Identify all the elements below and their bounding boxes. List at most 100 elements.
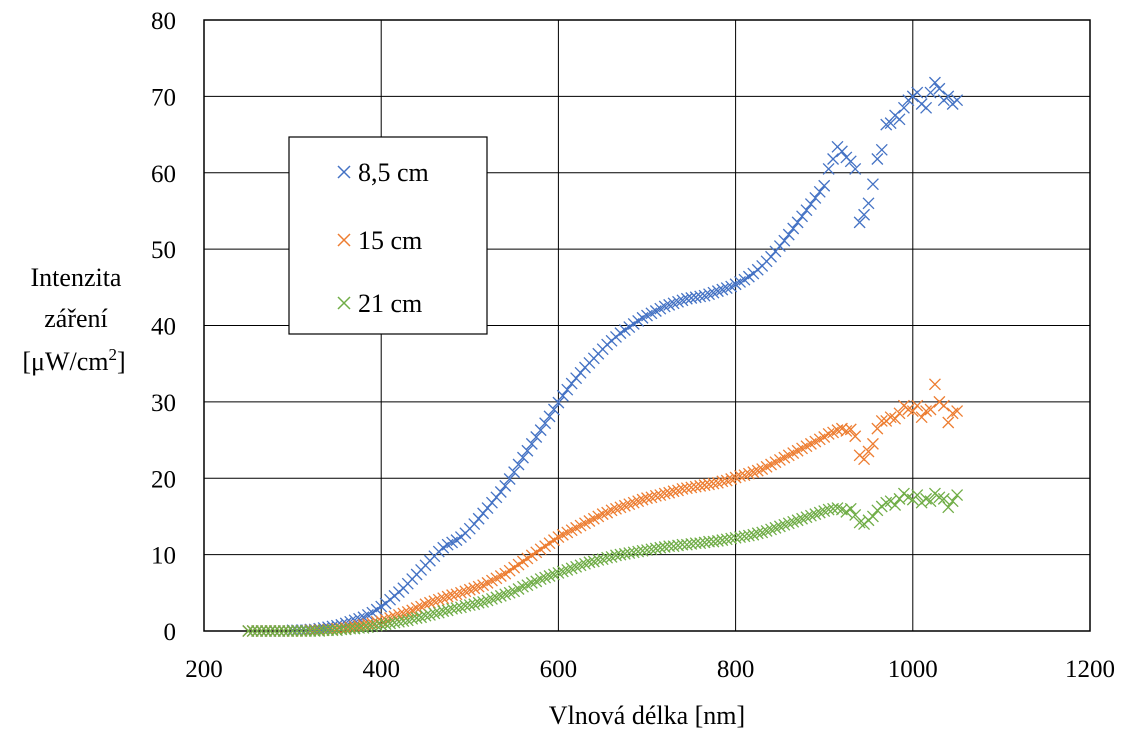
data-point [667,485,680,498]
data-point [738,469,751,482]
data-point [654,489,667,502]
data-point [246,625,259,637]
data-point [490,591,503,604]
data-point [933,82,946,95]
data-point [534,573,547,586]
data-point [548,568,560,581]
data-point [911,399,924,412]
data-point [251,625,264,637]
data-point [720,282,733,295]
data-point [663,486,676,499]
data-point [477,596,490,608]
data-point [454,586,467,599]
data-point [853,516,866,529]
y-axis-title-bracket: ] [117,347,126,376]
data-point [862,197,875,210]
data-point [951,94,964,107]
data-point [760,524,773,537]
data-point [707,286,720,299]
data-point [437,605,450,618]
data-point [853,216,866,229]
data-point [472,596,485,609]
data-point [844,423,857,436]
data-point [849,430,862,443]
data-point [729,471,742,484]
data-point [291,625,303,637]
data-point [286,625,299,637]
data-point [778,518,791,531]
x-tick-label: 400 [362,656,400,683]
x-axis-tick-labels: 200 400 600 800 1000 1200 [185,656,1115,683]
data-point [773,520,786,533]
data-point [866,437,879,450]
data-point [875,143,888,156]
data-point [672,295,684,308]
legend-label: 8,5 cm [358,158,429,187]
data-point [951,405,964,417]
data-point [871,153,884,165]
data-point [928,76,941,89]
data-point [711,285,724,298]
data-point [401,605,414,618]
data-point [716,475,729,488]
data-point [924,86,937,99]
data-point [911,489,924,502]
data-point [756,526,769,539]
data-point [437,592,450,605]
data-point [397,615,410,628]
legend-label: 15 cm [358,226,422,255]
data-point [804,509,817,522]
legend: 8,5 cm 15 cm 21 cm [288,136,488,335]
data-point [472,580,485,593]
data-point [596,508,609,521]
y-tick-label: 80 [151,8,176,35]
data-point [450,588,463,601]
data-point [503,473,516,485]
data-point [552,566,565,579]
data-point [835,145,848,158]
data-point [454,601,467,614]
x-tick-label: 1200 [1065,656,1115,683]
data-point [751,527,764,540]
data-point [924,495,937,508]
data-point [875,415,888,427]
data-point [645,491,658,504]
data-point [658,300,671,313]
data-point [818,179,831,192]
data-point [423,609,436,621]
data-point [893,407,906,420]
y-axis-title-line-2: záření [44,304,108,333]
data-point [942,416,955,429]
data-point [539,571,552,584]
data-point [579,557,591,570]
data-point [419,609,432,622]
data-point [902,403,915,416]
y-tick-label: 70 [151,84,176,111]
data-point [796,210,809,223]
data-point [672,484,684,497]
y-tick-label: 20 [151,466,176,493]
plot-area-frame [203,19,1091,632]
data-point [543,570,556,582]
data-point [543,410,556,423]
data-point [747,466,760,479]
data-point [676,294,689,307]
data-point [827,153,840,165]
data-point [920,405,933,417]
data-point [849,162,862,175]
data-point [428,607,441,620]
data-point [884,411,897,424]
data-point [858,453,871,466]
data-point [565,562,578,575]
data-point [503,586,516,599]
data-point [782,517,795,530]
data-point [862,445,875,458]
y-tick-label: 50 [151,237,176,264]
data-point [707,477,720,490]
data-point [747,528,760,541]
data-point [911,86,924,99]
data-point [273,625,286,637]
data-point [539,417,552,430]
data-point [858,208,871,221]
